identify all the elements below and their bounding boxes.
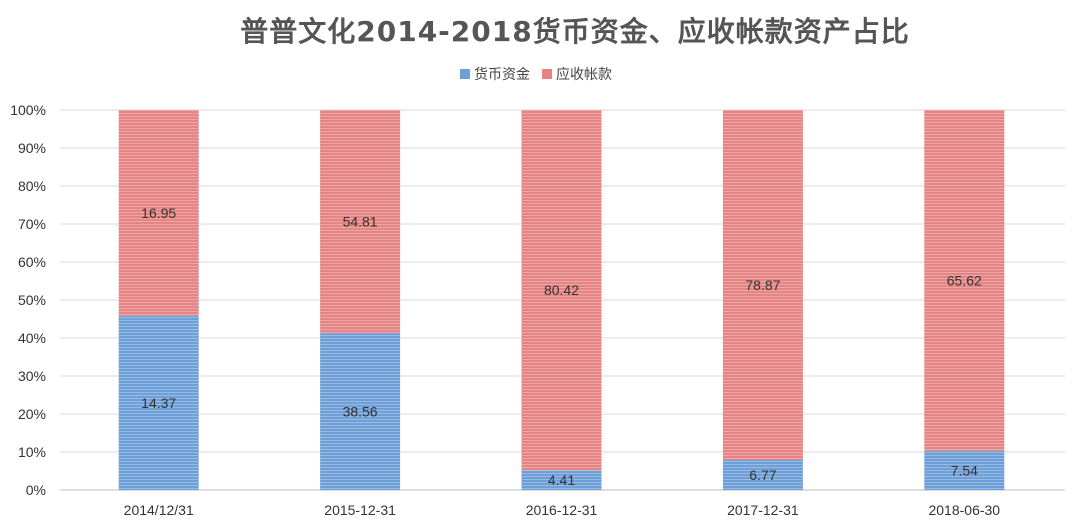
bar-segment-1-1 — [320, 110, 401, 334]
y-tick-label: 20% — [18, 406, 46, 422]
y-tick-label: 90% — [18, 140, 46, 156]
legend: 货币资金 应收帐款 — [460, 66, 612, 83]
bar-segment-0-2 — [521, 470, 602, 490]
data-label: 16.95 — [141, 205, 176, 221]
y-tick-label: 10% — [18, 444, 46, 460]
legend-label-0: 货币资金 — [474, 66, 530, 83]
bar-segment-0-0 — [118, 315, 199, 490]
data-label: 80.42 — [544, 282, 579, 298]
y-tick-label: 70% — [18, 216, 46, 232]
data-label: 4.41 — [548, 472, 575, 488]
bar-segment-0-1 — [320, 333, 401, 490]
y-tick-label: 60% — [18, 254, 46, 270]
x-axis-ticks: 2014/12/31 2015-12-31 2016-12-31 2017-12-31… — [124, 502, 1001, 518]
data-label: 14.37 — [141, 395, 176, 411]
y-tick-label: 100% — [10, 102, 46, 118]
y-axis-ticks: 0% 10% 20% 30% 40% 50% 60% 70% 80% 90% 100% — [10, 102, 46, 498]
legend-swatch-0 — [460, 69, 470, 79]
bar-segment-0-4 — [924, 450, 1005, 490]
y-tick-label: 40% — [18, 330, 46, 346]
data-label: 38.56 — [343, 404, 378, 420]
bar-segment-1-0 — [118, 110, 199, 316]
x-tick-label: 2015-12-31 — [324, 502, 396, 518]
bar-segment-1-4 — [924, 110, 1005, 451]
data-label: 6.77 — [749, 467, 776, 483]
x-tick-label: 2018-06-30 — [928, 502, 1000, 518]
bar-segment-0-3 — [722, 459, 803, 490]
y-tick-label: 80% — [18, 178, 46, 194]
legend-label-1: 应收帐款 — [556, 66, 612, 83]
bar-segment-1-3 — [722, 110, 803, 460]
data-label: 54.81 — [343, 214, 378, 230]
y-tick-label: 0% — [26, 482, 46, 498]
chart-title: 普普文化2014-2018货币资金、应收帐款资产占比 — [240, 15, 909, 48]
y-tick-label: 50% — [18, 292, 46, 308]
x-tick-label: 2016-12-31 — [526, 502, 598, 518]
bar-segment-1-2 — [521, 110, 602, 471]
data-label: 65.62 — [947, 272, 982, 288]
data-label: 7.54 — [951, 462, 978, 478]
y-tick-label: 30% — [18, 368, 46, 384]
data-label: 78.87 — [745, 277, 780, 293]
legend-swatch-1 — [542, 69, 552, 79]
bars: 14.37 16.95 38.56 54.81 4.41 80.42 6.77 78.87 7.… — [118, 110, 1005, 490]
x-tick-label: 2017-12-31 — [727, 502, 799, 518]
x-tick-label: 2014/12/31 — [124, 502, 194, 518]
